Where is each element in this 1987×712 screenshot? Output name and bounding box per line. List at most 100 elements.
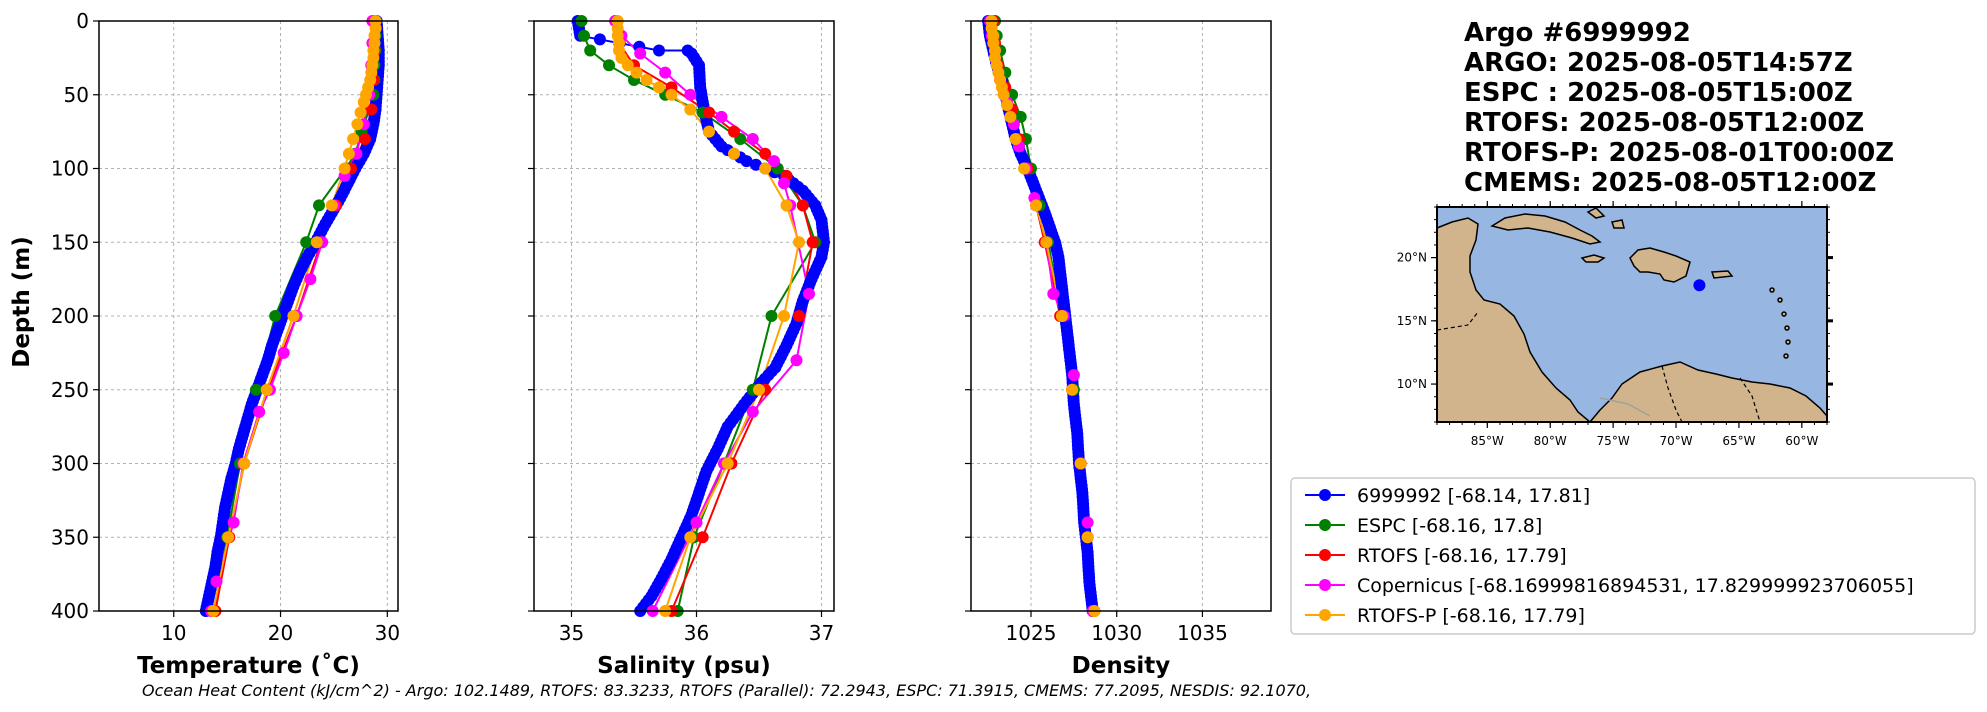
data-point-rtofs-p [1055,310,1068,322]
border-venezuela [1739,377,1761,423]
map-lon-label: 75°W [1597,434,1630,448]
legend-items: 6999992 [-68.14, 17.81] ESPC [-68.16, 17.… [1305,485,1914,627]
border-colombia [1661,365,1683,423]
data-point-copernicus [746,133,759,145]
x-axis-label: Density [1072,653,1171,679]
data-point-rtofs-p [1001,99,1013,112]
x-tick-label: 1035 [1177,621,1228,645]
land-antilles-2 [1781,311,1787,317]
location-map: 85°W 80°W 75°W 70°W 65°W 60°W 20°N 15°N 10°N [1397,201,1833,448]
x-tick-label: 30 [375,621,400,645]
border-mexico [1436,311,1479,331]
data-point-copernicus [768,155,780,168]
map-lat-label: 10°N [1397,377,1427,391]
data-point-rtofs-p [338,162,351,175]
legend-swatch-marker [1319,609,1331,621]
x-tick-label: 1025 [1006,621,1057,645]
land-antilles-1 [1777,297,1783,303]
data-point-copernicus [253,405,266,418]
data-point-copernicus [803,287,815,300]
land-antilles-5 [1783,353,1789,359]
temperature-panel: 0 50 100 150 200 250 300 350 400 10 20 30 Temperatur… [51,9,400,679]
land-antilles-6 [1769,287,1775,293]
data-point-rtofs [796,199,809,212]
y-tick-label: 350 [51,525,89,549]
data-point-rtofs-p [1018,162,1031,175]
data-point-copernicus [304,273,317,286]
x-tick-label: 36 [684,621,709,645]
data-point-rtofs-p [630,66,643,79]
data-point-rtofs-p [342,147,355,160]
data-point-rtofs-p [780,199,793,212]
data-point-copernicus [227,516,240,529]
data-point-copernicus [690,516,703,529]
salinity-panel: 35 36 37 Salinity (psu) [528,15,835,679]
land-puerto-rico [1710,270,1734,279]
title-block: Argo #6999992 ARGO: 2025-08-05T14:57Z ES… [1464,18,1894,198]
x-tick-label: 37 [809,621,834,645]
data-point-rtofs-p [703,125,715,138]
data-point-6999992 [593,33,606,46]
x-tick-label: 20 [268,621,293,645]
data-point-rtofs-p [287,310,300,322]
map-lon-label: 60°W [1785,434,1818,448]
data-point-rtofs-p [347,133,360,145]
data-point-rtofs-p [238,457,251,470]
map-borders [1436,311,1761,423]
map-lat-label: 15°N [1397,314,1427,328]
title-rtofs-time: RTOFS: 2025-08-05T12:00Z [1464,108,1864,138]
y-tick-label: 250 [51,378,89,402]
data-point-rtofs-p [684,531,697,544]
map-float-marker [1693,279,1706,292]
legend-label: 6999992 [-68.14, 17.81] [1357,485,1590,507]
data-point-rtofs [358,133,371,145]
legend-label: RTOFS [-68.16, 17.79] [1357,545,1567,567]
data-point-rtofs [759,147,772,160]
data-point-rtofs [365,103,378,116]
data-point-copernicus [1081,516,1094,529]
y-tick-label: 0 [76,9,89,33]
legend-label: RTOFS-P [-68.16, 17.79] [1357,605,1585,627]
legend-frame [1290,477,1976,635]
title-argo-id: Argo #6999992 [1464,18,1691,48]
data-point-rtofs-p [721,457,734,470]
legend-label: Copernicus [-68.16999816894531, 17.82999… [1357,575,1914,597]
data-point-rtofs-p [1081,531,1094,544]
legend-swatch-marker [1319,519,1331,531]
data-point-copernicus [277,346,290,359]
data-point-rtofs-p [354,106,367,119]
map-frame [1436,206,1828,423]
data-point-rtofs-p [621,59,634,72]
title-espc-time: ESPC : 2025-08-05T15:00Z [1464,78,1853,108]
data-point-copernicus [1047,287,1060,300]
title-cmems-time: CMEMS: 2025-08-05T12:00Z [1464,168,1876,198]
data-point-copernicus [778,177,790,190]
data-point-copernicus [746,405,759,418]
data-point-copernicus [684,88,697,101]
data-point-rtofs-p [753,383,765,396]
data-point-rtofs-p [684,103,697,116]
data-point-rtofs-p [759,162,772,175]
data-point-copernicus [1067,369,1080,381]
map-lon-label: 65°W [1722,434,1755,448]
y-tick-label: 400 [51,599,89,623]
land-antilles-3 [1784,325,1790,331]
data-point-espc [578,29,590,42]
land-central-america [1436,217,1593,423]
x-tick-label: 1030 [1091,621,1142,645]
series-line-espc [580,20,817,612]
data-point-rtofs-p [357,96,370,109]
data-point-rtofs-p [1040,236,1053,249]
data-point-espc [313,199,325,212]
data-point-rtofs-p [997,88,1010,101]
data-point-rtofs [806,236,819,249]
data-point-rtofs-p [778,310,790,322]
data-point-rtofs-p [653,81,665,94]
data-point-rtofs [793,310,805,322]
legend-swatch-marker [1319,579,1331,591]
data-point-espc [603,59,615,72]
legend: 6999992 [-68.14, 17.81] ESPC [-68.16, 17.… [1290,477,1976,635]
data-point-rtofs-p [728,147,740,160]
